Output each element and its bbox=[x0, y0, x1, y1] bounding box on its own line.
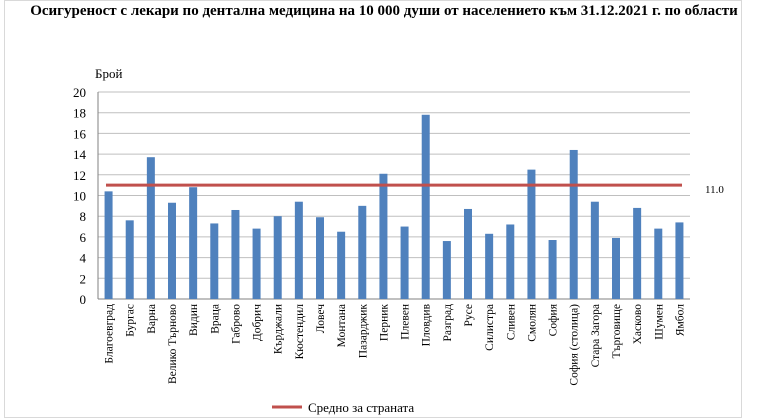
category-label: Сливен bbox=[505, 304, 517, 340]
bar bbox=[675, 222, 684, 299]
bar bbox=[421, 114, 430, 300]
y-axis-label: Брой bbox=[95, 66, 122, 81]
y-tick-label: 20 bbox=[73, 85, 86, 100]
bar bbox=[590, 201, 599, 299]
y-tick-label: 14 bbox=[73, 147, 87, 162]
bar bbox=[654, 228, 663, 299]
legend-label: Средно за страната bbox=[308, 400, 414, 415]
bar bbox=[337, 231, 346, 299]
category-label: Враца bbox=[209, 304, 221, 334]
category-label: Търговище bbox=[611, 304, 623, 358]
category-label: Бургас bbox=[125, 304, 137, 337]
legend: Средно за страната bbox=[272, 400, 414, 415]
bars bbox=[104, 114, 684, 300]
category-label: Благоевград bbox=[104, 304, 116, 364]
category-label: Разград bbox=[442, 304, 454, 342]
y-tick-label: 4 bbox=[80, 251, 87, 266]
y-tick-label: 6 bbox=[80, 230, 87, 245]
bar bbox=[400, 226, 409, 299]
category-label: Шумен bbox=[653, 304, 665, 340]
category-label: Ловеч bbox=[315, 304, 327, 333]
bar bbox=[168, 202, 176, 299]
category-labels: Благоевград Бургас Варна Велико Търново Види… bbox=[104, 303, 687, 385]
bar bbox=[146, 157, 155, 299]
bar bbox=[506, 224, 515, 299]
bar bbox=[125, 220, 134, 299]
chart-frame bbox=[4, 0, 742, 418]
bar bbox=[485, 233, 494, 299]
chart-title: Осигуреност с лекари по дентална медицин… bbox=[30, 3, 738, 19]
bar bbox=[633, 207, 642, 299]
bar bbox=[210, 223, 219, 299]
category-label: Пазарджик bbox=[357, 304, 369, 359]
bar bbox=[252, 228, 261, 299]
category-label: Силистра bbox=[484, 304, 496, 351]
y-tick-label: 2 bbox=[80, 271, 87, 286]
category-label: Габрово bbox=[230, 304, 242, 344]
category-label: София bbox=[548, 303, 560, 336]
bar bbox=[294, 201, 303, 299]
y-tick-label: 12 bbox=[73, 168, 86, 183]
bar bbox=[442, 241, 451, 299]
bar bbox=[464, 208, 472, 299]
y-tick-labels: 0 2 4 6 8 10 12 14 16 18 20 bbox=[73, 85, 87, 307]
gridlines bbox=[97, 91, 690, 300]
category-label: Кърджали bbox=[273, 304, 285, 354]
category-label: Смолян bbox=[526, 304, 538, 342]
category-label: Добрич bbox=[252, 304, 264, 341]
bar bbox=[527, 169, 536, 299]
bar bbox=[358, 205, 367, 299]
average-value-label: 11.0 bbox=[705, 184, 724, 196]
y-tick-label: 18 bbox=[73, 106, 86, 121]
bar bbox=[548, 240, 557, 299]
category-label: Русе bbox=[463, 304, 475, 327]
y-tick-label: 0 bbox=[80, 292, 87, 307]
y-tick-label: 8 bbox=[80, 209, 87, 224]
category-label: Варна bbox=[146, 304, 158, 334]
bar bbox=[273, 216, 282, 299]
bar bbox=[104, 191, 113, 299]
bar bbox=[231, 209, 240, 299]
category-label: Пловдив bbox=[421, 303, 433, 346]
category-label: Стара Загора bbox=[590, 304, 602, 367]
category-label: София (столица) bbox=[569, 304, 581, 386]
category-label: Плевен bbox=[400, 304, 412, 340]
bar bbox=[316, 217, 324, 299]
average-line-group: 11.0 bbox=[106, 183, 724, 196]
category-label: Перник bbox=[378, 304, 390, 341]
category-label: Кюстендил bbox=[294, 304, 306, 360]
category-label: Велико Търново bbox=[167, 304, 179, 384]
category-label: Ямбол bbox=[674, 304, 686, 336]
bar bbox=[189, 187, 198, 299]
y-tick-label: 16 bbox=[73, 126, 87, 141]
bar bbox=[612, 237, 620, 299]
bar bbox=[379, 173, 388, 299]
category-label: Хасково bbox=[632, 304, 644, 345]
category-label: Видин bbox=[188, 304, 200, 336]
category-label: Монтана bbox=[336, 304, 348, 347]
bar bbox=[569, 149, 578, 299]
y-tick-label: 10 bbox=[73, 189, 86, 204]
